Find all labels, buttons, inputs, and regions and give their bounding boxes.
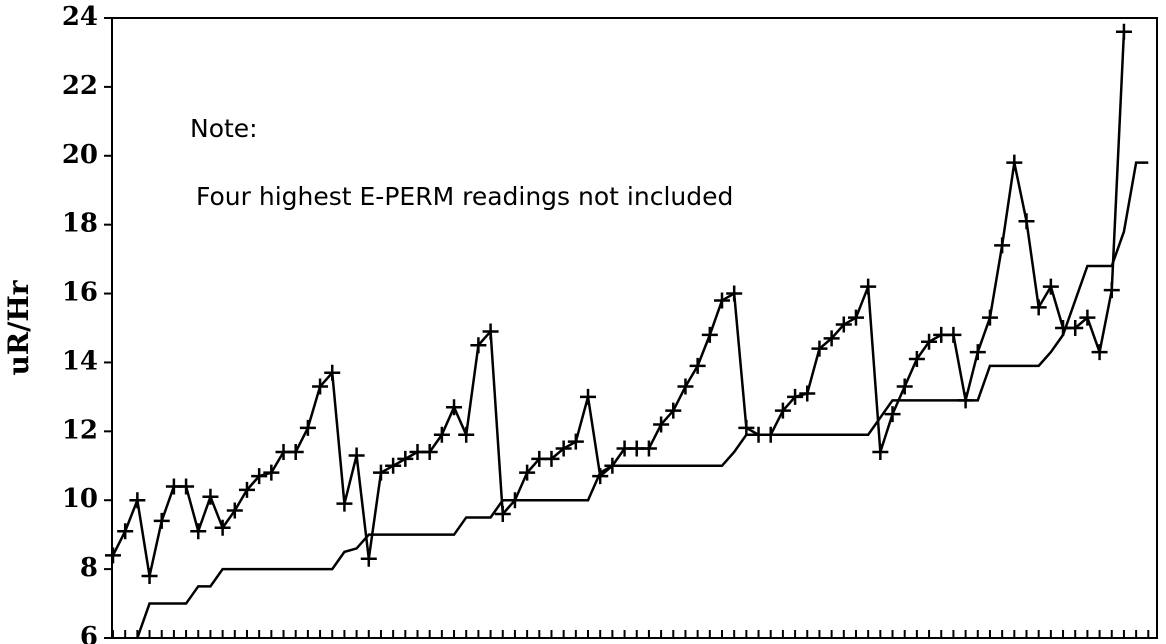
annotation: Four highest E-PERM readings not include… (196, 182, 733, 211)
plus-marker (251, 468, 268, 485)
y-tick-label: 20 (62, 140, 98, 170)
plus-marker (105, 547, 121, 564)
plus-marker (738, 419, 755, 436)
data-line (111, 31, 1126, 577)
plus-marker (1018, 213, 1035, 230)
plus-marker (1030, 299, 1047, 316)
plus-marker (811, 340, 828, 357)
plus-marker (1103, 282, 1120, 299)
plus-marker (1042, 278, 1059, 295)
y-tick-label: 18 (62, 209, 98, 239)
plus-marker (835, 316, 852, 333)
plus-marker (336, 495, 353, 512)
plus-marker (543, 450, 560, 467)
plus-marker (592, 468, 609, 485)
plus-marker (774, 402, 791, 419)
plus-marker (1006, 154, 1023, 171)
plus-marker (823, 330, 840, 347)
plus-marker (287, 444, 304, 460)
plus-marker (494, 506, 511, 522)
plus-marker (433, 426, 450, 443)
y-tick-label: 14 (62, 346, 98, 376)
plus-marker (178, 478, 195, 495)
plus-marker (555, 440, 572, 457)
plot-frame (111, 17, 1158, 639)
plus-marker (653, 416, 670, 433)
plus-marker (945, 326, 962, 343)
y-tick-label: 12 (62, 415, 98, 445)
plus-marker (129, 492, 146, 509)
y-tick-label: 16 (62, 278, 98, 308)
y-tick-label: 24 (62, 2, 98, 32)
plus-marker (519, 464, 536, 481)
plus-marker (117, 523, 134, 540)
plus-marker (263, 464, 280, 481)
plus-marker (482, 323, 499, 340)
y-tick-label: 10 (62, 484, 98, 514)
plus-marker (994, 237, 1011, 254)
plus-marker (847, 309, 864, 326)
plus-marker (1091, 344, 1108, 361)
plus-marker (640, 440, 657, 457)
plus-marker (921, 333, 938, 350)
y-tick-label: 8 (80, 553, 98, 583)
plus-marker (567, 433, 584, 450)
plus-marker (665, 402, 682, 419)
plus-marker (324, 364, 341, 381)
plus-marker (580, 388, 597, 405)
plus-marker (872, 444, 889, 460)
plus-marker (385, 457, 402, 474)
plus-marker (701, 326, 718, 343)
plus-marker (884, 406, 901, 423)
plus-marker (470, 337, 487, 354)
y-axis-label: uR/Hr (2, 279, 35, 375)
plus-marker (397, 450, 414, 467)
y-tick-label: 22 (62, 71, 98, 101)
plus-marker (714, 292, 730, 309)
plus-marker (226, 502, 243, 519)
plus-marker (446, 399, 463, 416)
plus-marker (726, 285, 743, 302)
plus-marker (1067, 320, 1084, 336)
plus-marker (969, 344, 986, 361)
plus-marker (372, 464, 389, 481)
plus-marker (421, 444, 438, 460)
plus-marker (202, 488, 219, 505)
data-line (136, 161, 1149, 639)
plus-marker (689, 357, 706, 374)
plus-marker (896, 378, 913, 395)
plus-marker (1115, 23, 1132, 40)
plus-marker (299, 419, 316, 436)
plus-marker (190, 523, 207, 540)
plus-marker (799, 385, 816, 402)
plus-marker (360, 550, 377, 567)
plus-marker (860, 278, 877, 295)
plus-marker (141, 568, 158, 584)
plus-marker (214, 519, 231, 536)
plus-marker (787, 388, 804, 405)
plus-marker (312, 378, 329, 395)
plus-marker (677, 378, 694, 395)
annotation: Note: (190, 114, 258, 143)
plus-marker (981, 309, 998, 326)
plus-marker (238, 481, 255, 498)
y-tick-label: 6 (80, 622, 98, 644)
plus-marker (348, 447, 365, 464)
plus-marker (458, 426, 475, 443)
plus-marker (908, 351, 925, 367)
plus-marker (153, 512, 170, 529)
plus-marker (1079, 309, 1096, 326)
